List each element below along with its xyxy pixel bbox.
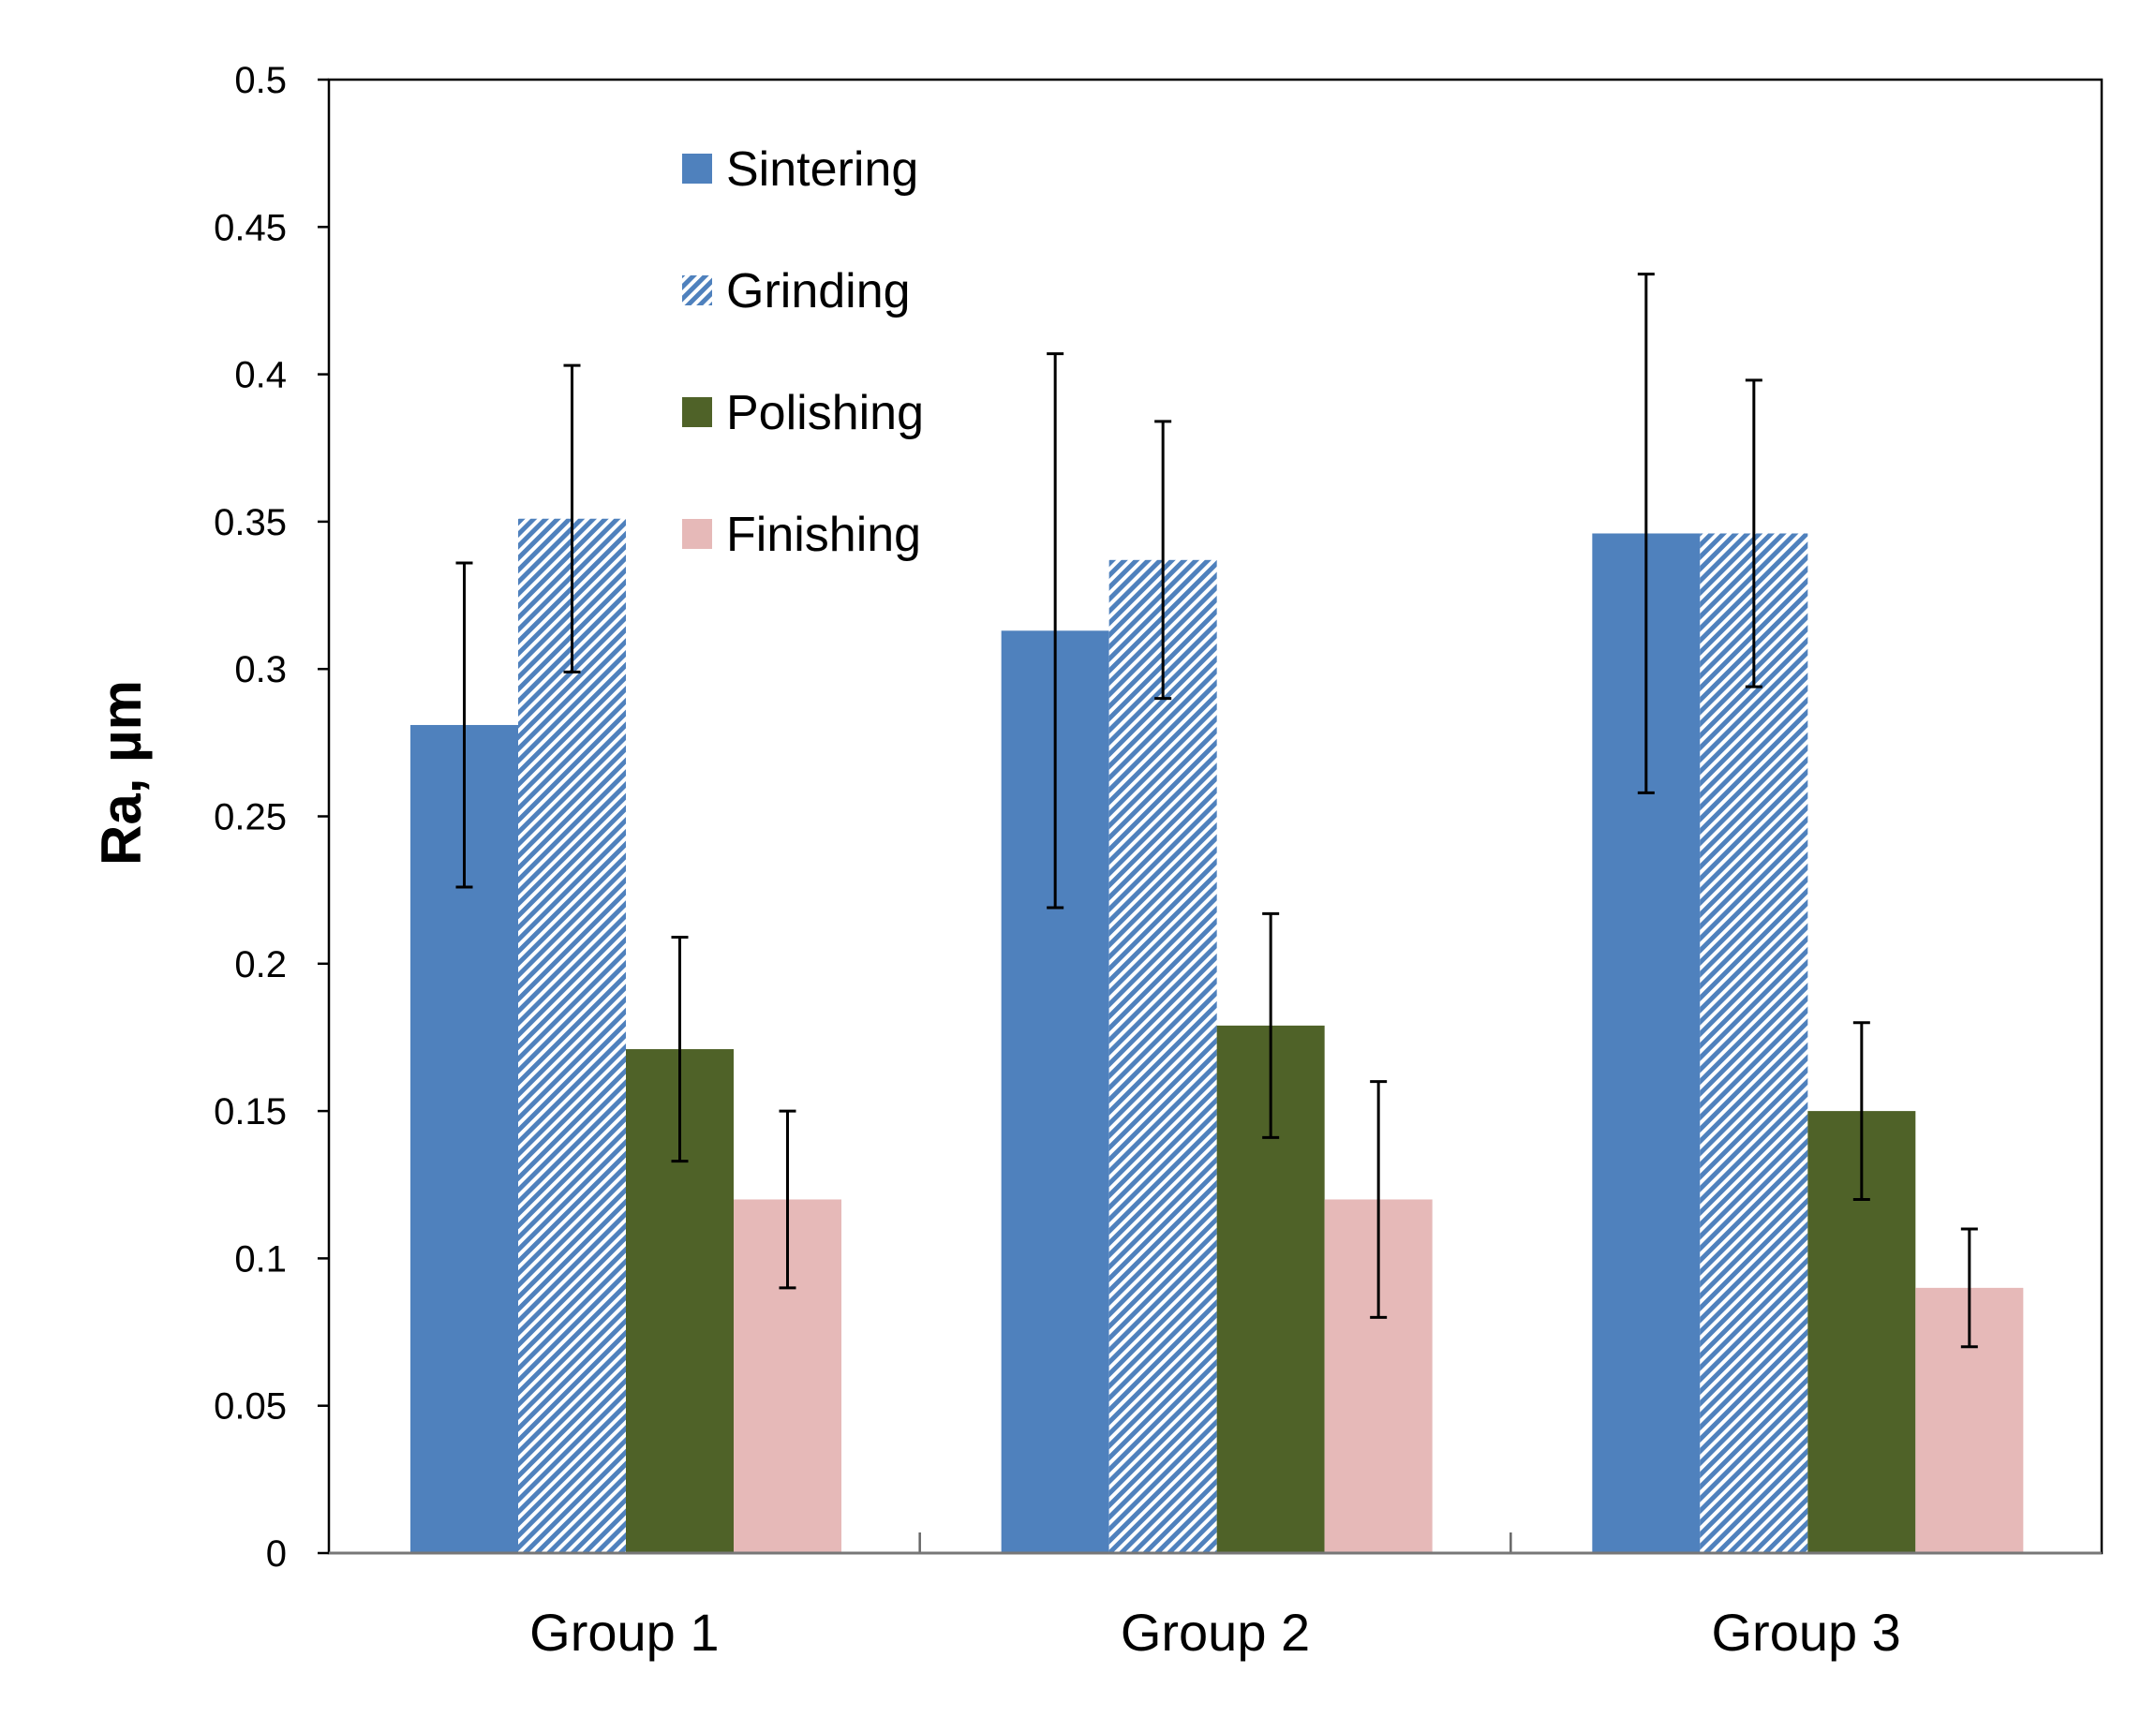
- legend-label: Sintering: [726, 142, 918, 197]
- y-tick-label: 0.2: [234, 944, 287, 985]
- legend: Sintering Grinding Polishing Finishing: [682, 142, 924, 562]
- x-category-label: Group 3: [1711, 1603, 1900, 1662]
- y-tick-label: 0.1: [234, 1238, 287, 1280]
- legend-swatch: [682, 397, 712, 427]
- x-category-label: Group 1: [529, 1603, 719, 1662]
- y-tick-label: 0.05: [214, 1386, 287, 1428]
- legend-swatch: [682, 154, 712, 184]
- error-bars: [329, 273, 2102, 1555]
- y-tick-label: 0: [266, 1533, 287, 1575]
- bars: [410, 518, 2024, 1553]
- y-tick-label: 0.45: [214, 207, 287, 248]
- y-tick-label: 0.4: [234, 355, 287, 396]
- bar-grinding: [518, 518, 626, 1553]
- y-tick-label: 0.5: [234, 60, 287, 101]
- y-axis-title: Ra, µm: [90, 680, 153, 866]
- y-axis-ticks: 0 0.05 0.1 0.15 0.2 0.25 0.3 0.35 0.4 0.45 0.5: [214, 60, 329, 1575]
- y-tick-label: 0.15: [214, 1091, 287, 1132]
- legend-label: Finishing: [726, 508, 921, 562]
- y-tick-label: 0.25: [214, 797, 287, 838]
- bar-grinding: [1108, 559, 1217, 1553]
- legend-swatch: [682, 275, 712, 305]
- y-tick-label: 0.3: [234, 649, 287, 690]
- bar-grinding: [1700, 533, 1808, 1553]
- x-axis-labels: Group 1 Group 2 Group 3: [529, 1603, 1901, 1662]
- legend-label: Polishing: [726, 386, 924, 440]
- y-tick-label: 0.35: [214, 502, 287, 543]
- x-category-label: Group 2: [1121, 1603, 1310, 1662]
- legend-swatch: [682, 519, 712, 549]
- legend-label: Grinding: [726, 264, 911, 318]
